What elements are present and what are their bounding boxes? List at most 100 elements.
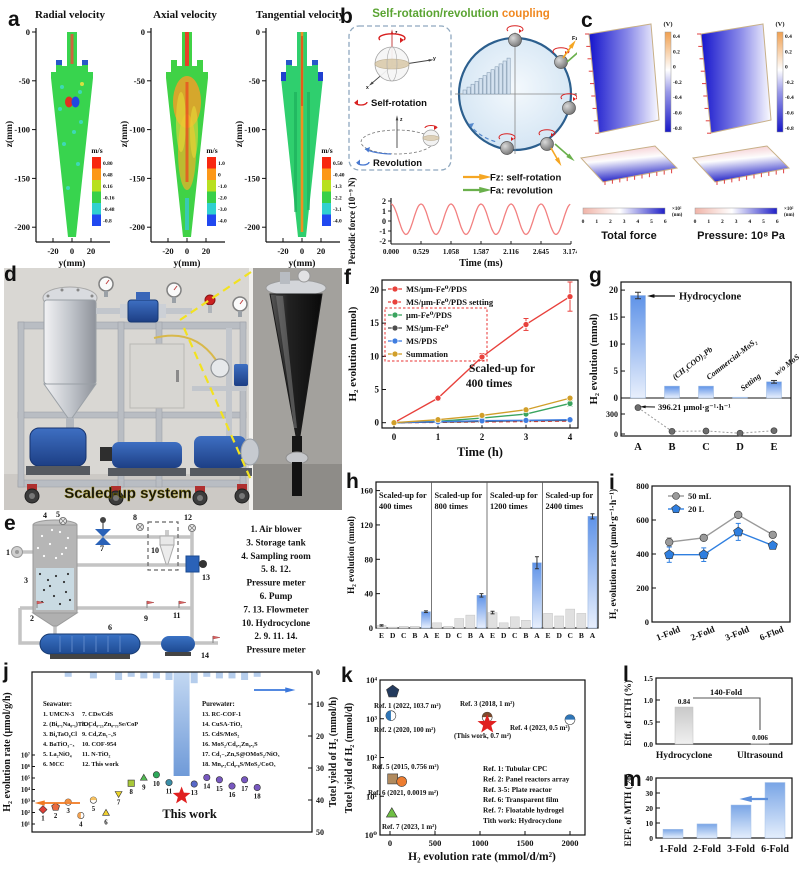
point-number: 11 bbox=[166, 789, 173, 796]
rate-dot bbox=[668, 427, 676, 435]
tspan: coupling bbox=[499, 8, 550, 20]
text-label: 5 bbox=[375, 385, 380, 395]
legend-entry: 9. CdₓZn₁₋ₓS bbox=[82, 731, 117, 738]
schematic-legend-line: 6. Pump bbox=[260, 591, 293, 601]
text-label: 1.587 bbox=[473, 248, 490, 256]
schematic-number: 6 bbox=[108, 623, 112, 632]
text-label: -0.48 bbox=[103, 207, 115, 213]
rect bbox=[172, 297, 176, 303]
panel-label-j: j bbox=[3, 660, 9, 683]
rect bbox=[120, 304, 128, 318]
circle bbox=[60, 85, 64, 89]
text-label: 80 bbox=[365, 554, 374, 564]
ellipse bbox=[240, 438, 260, 466]
polygon bbox=[519, 29, 522, 33]
path bbox=[552, 47, 570, 54]
rate-dot bbox=[770, 427, 778, 435]
legend-entry: 6. MCC bbox=[43, 761, 65, 768]
text-label: 10⁶ bbox=[21, 763, 30, 771]
polygon bbox=[276, 296, 297, 428]
panel-label-d: d bbox=[4, 263, 17, 286]
circle bbox=[15, 550, 19, 554]
rect bbox=[50, 654, 130, 659]
text-label: 0.2 bbox=[785, 49, 792, 55]
text-label: 800 times bbox=[435, 502, 469, 511]
text-label: 400 times bbox=[466, 378, 513, 390]
circle bbox=[66, 186, 70, 190]
text-label: 1 bbox=[436, 432, 441, 442]
polygon bbox=[477, 714, 497, 733]
text-label: 40 bbox=[365, 589, 374, 599]
panel-k-chart: 10⁰ 10¹ 10² 10³ 10⁴ 0 500 1000 1500 2000 H₂ evolut… bbox=[344, 675, 586, 863]
text-label: 20 bbox=[202, 246, 211, 256]
path bbox=[560, 93, 578, 100]
particle-ball bbox=[540, 137, 554, 151]
schematic-legend-line: 7. 13. Flowmeter bbox=[243, 604, 308, 614]
text-label: -2.2 bbox=[333, 196, 342, 202]
text-label: 20 bbox=[646, 804, 654, 813]
deformation-plate bbox=[692, 145, 791, 183]
point-number: 17 bbox=[241, 786, 248, 793]
text-label: -150 bbox=[14, 173, 30, 183]
panel-label-c: c bbox=[581, 9, 593, 32]
bar-C bbox=[399, 626, 409, 629]
rect bbox=[292, 436, 302, 452]
legend-entry: 50 mL bbox=[688, 491, 712, 501]
circle bbox=[699, 533, 708, 542]
text-label: 20 bbox=[317, 246, 326, 256]
colorbar-cell bbox=[207, 214, 216, 226]
polygon bbox=[355, 99, 358, 105]
text-label: 0.0 bbox=[644, 740, 654, 749]
text-label: Self-rotation bbox=[371, 98, 427, 109]
yield-bar bbox=[89, 672, 97, 679]
force-histogram-bar bbox=[466, 86, 471, 95]
text-label: 4 bbox=[568, 432, 573, 442]
group-annotation: Scaled-up for bbox=[546, 491, 594, 500]
text-label: E bbox=[770, 442, 777, 453]
text-label: Pressure: 10⁸ Pa bbox=[697, 230, 786, 242]
polygon bbox=[51, 802, 60, 811]
legend-entry: Ref. 3-5: Plate reactor bbox=[483, 785, 553, 794]
line bbox=[137, 524, 143, 530]
text-label: 40 bbox=[316, 796, 324, 805]
text-label: y bbox=[433, 56, 436, 62]
flowmeter-13 bbox=[185, 555, 200, 573]
circle bbox=[58, 530, 62, 534]
force-histogram-bar bbox=[478, 78, 483, 95]
text-label: -0.6 bbox=[785, 111, 794, 117]
bar-label: Setting bbox=[739, 371, 763, 392]
circle bbox=[768, 530, 777, 539]
text-label: 20 bbox=[316, 732, 324, 741]
text-label: -0.16 bbox=[103, 196, 115, 202]
bar-B bbox=[664, 385, 680, 399]
schematic-number: 2 bbox=[30, 614, 34, 623]
text-label: 20 bbox=[609, 285, 619, 295]
point-number: 4 bbox=[79, 821, 83, 828]
point-number: 3 bbox=[66, 808, 70, 815]
circle bbox=[76, 162, 80, 166]
polygon bbox=[386, 684, 400, 698]
hydrocyclone-icon bbox=[159, 544, 175, 565]
rect bbox=[318, 72, 323, 81]
legend-entry: MS/PDS bbox=[406, 336, 437, 346]
colorbar-cell bbox=[207, 180, 216, 192]
circle bbox=[228, 782, 236, 790]
bar-2-Fold bbox=[696, 823, 718, 839]
text-label: 0 bbox=[256, 27, 260, 37]
pump-2 bbox=[112, 442, 182, 468]
schematic-number: 10 bbox=[151, 546, 159, 555]
legend-entry: Tith work: Hydrocyclone bbox=[483, 816, 563, 825]
text-label: 0.16 bbox=[103, 184, 113, 190]
panel-h-chart: 0 40 80 120 160 H₂ evolution (mmol) Scaled-up … bbox=[346, 481, 599, 640]
point-number: 1 bbox=[41, 816, 45, 823]
text-label: 1 bbox=[595, 219, 598, 225]
circle bbox=[203, 774, 211, 782]
circle bbox=[66, 536, 70, 540]
schematic-legend-line: 10. Hydrocyclone bbox=[242, 618, 310, 628]
point-number: 18 bbox=[254, 793, 261, 800]
voltage-colorbar bbox=[664, 31, 672, 133]
ellipse bbox=[422, 135, 440, 141]
schematic-legend-line: 4. Sampling room bbox=[241, 551, 311, 561]
text-label: 10² bbox=[21, 809, 30, 817]
circle bbox=[58, 107, 62, 111]
